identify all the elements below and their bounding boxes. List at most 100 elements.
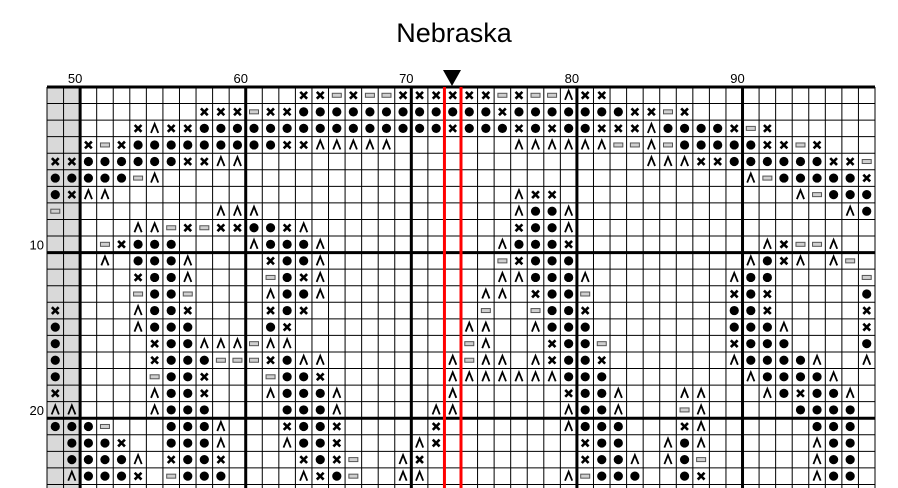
caret-symbol xyxy=(365,138,375,150)
dot-symbol xyxy=(497,123,507,133)
caret-symbol xyxy=(845,386,855,399)
dot-symbol xyxy=(679,455,690,465)
cross-symbol xyxy=(315,90,325,100)
cross-symbol xyxy=(597,355,607,365)
dot-symbol xyxy=(597,455,607,465)
dot-symbol xyxy=(183,471,193,481)
cross-symbol xyxy=(50,389,60,398)
caret-symbol xyxy=(829,369,839,382)
dot-symbol xyxy=(845,405,855,415)
caret-symbol xyxy=(481,320,491,332)
caret-symbol xyxy=(779,320,789,332)
dot-symbol xyxy=(679,438,690,448)
dot-symbol xyxy=(547,223,557,233)
caret-symbol xyxy=(233,204,242,217)
dot-symbol xyxy=(50,421,60,432)
dot-symbol xyxy=(564,123,574,133)
dot-symbol xyxy=(679,123,690,133)
cross-symbol xyxy=(415,455,424,464)
dot-symbol xyxy=(100,173,110,183)
caret-symbol xyxy=(746,171,756,183)
bar-symbol xyxy=(580,473,591,479)
bar-symbol xyxy=(464,341,475,347)
dot-symbol xyxy=(381,123,392,133)
caret-symbol xyxy=(564,419,574,432)
cross-symbol xyxy=(514,90,524,100)
bar-symbol xyxy=(497,258,508,264)
cross-symbol xyxy=(299,273,308,282)
dot-symbol xyxy=(514,107,524,117)
bar-symbol xyxy=(530,92,541,98)
caret-symbol xyxy=(663,154,673,167)
dot-symbol xyxy=(315,388,325,398)
caret-symbol xyxy=(514,187,524,200)
cross-symbol xyxy=(614,124,623,133)
dot-symbol xyxy=(762,372,772,382)
cross-symbol xyxy=(845,157,855,166)
dot-symbol xyxy=(746,156,756,167)
dot-symbol xyxy=(580,388,590,398)
caret-symbol xyxy=(746,253,756,266)
dot-symbol xyxy=(530,272,541,283)
cross-symbol xyxy=(779,256,789,266)
bar-symbol xyxy=(861,274,872,280)
cross-symbol xyxy=(67,190,77,199)
dot-symbol xyxy=(166,272,176,283)
cross-symbol xyxy=(200,157,209,166)
caret-symbol xyxy=(464,320,474,332)
cross-symbol xyxy=(117,240,126,249)
caret-symbol xyxy=(845,204,855,217)
cross-symbol xyxy=(514,124,524,133)
bar-symbol xyxy=(99,423,110,429)
dot-symbol xyxy=(83,455,93,465)
caret-symbol xyxy=(249,204,259,217)
dot-symbol xyxy=(166,289,176,299)
dot-symbol xyxy=(829,388,839,398)
dot-symbol xyxy=(166,256,176,266)
dot-symbol xyxy=(282,289,292,299)
bar-symbol xyxy=(679,407,690,413)
dot-symbol xyxy=(199,421,209,432)
bar-symbol xyxy=(547,92,558,98)
cross-symbol xyxy=(349,90,358,100)
dot-symbol xyxy=(630,471,640,481)
dot-symbol xyxy=(299,438,309,448)
caret-symbol xyxy=(531,138,540,150)
bar-symbol xyxy=(530,308,541,314)
cross-symbol xyxy=(464,90,474,100)
cross-symbol xyxy=(266,107,275,117)
dot-symbol xyxy=(199,455,209,465)
caret-symbol xyxy=(266,336,275,349)
dot-symbol xyxy=(613,421,623,432)
bar-symbol xyxy=(596,341,607,347)
dot-symbol xyxy=(50,355,60,365)
cross-symbol xyxy=(84,140,93,150)
dot-symbol xyxy=(845,421,855,432)
dot-symbol xyxy=(580,421,590,432)
dot-symbol xyxy=(845,190,855,200)
caret-symbol xyxy=(862,353,872,366)
dot-symbol xyxy=(249,140,259,150)
stitch-symbols xyxy=(50,88,872,481)
caret-symbol xyxy=(729,270,739,283)
column-label: 50 xyxy=(68,71,82,86)
caret-symbol xyxy=(481,336,491,349)
dot-symbol xyxy=(67,173,77,183)
dot-symbol xyxy=(299,405,309,415)
caret-symbol xyxy=(315,253,325,266)
dot-symbol xyxy=(299,239,309,249)
bar-symbol xyxy=(795,142,806,148)
dot-symbol xyxy=(564,107,574,117)
dot-symbol xyxy=(299,256,309,266)
caret-symbol xyxy=(183,253,193,266)
cross-symbol xyxy=(282,107,292,117)
cross-symbol xyxy=(531,289,540,299)
dot-symbol xyxy=(613,455,623,465)
bar-symbol xyxy=(812,192,823,198)
dot-symbol xyxy=(183,438,193,448)
cross-symbol xyxy=(448,124,458,133)
bar-symbol xyxy=(249,341,259,347)
dot-symbol xyxy=(365,123,375,133)
cross-symbol xyxy=(647,107,656,117)
dot-symbol xyxy=(795,405,806,415)
